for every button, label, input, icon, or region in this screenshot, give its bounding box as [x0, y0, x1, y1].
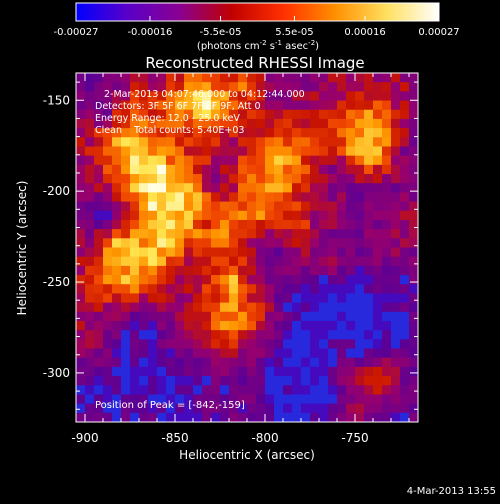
colorbar-unit-label: (photons cm-2 s-1 asec-2)	[197, 39, 319, 52]
x-tick-label: -850	[161, 431, 188, 445]
y-axis-label: Heliocentric Y (arcsec)	[15, 181, 29, 316]
x-tick-label: -900	[71, 431, 98, 445]
annotation-time-range: 2-Mar-2013 04:07:46.000 to 04:12:44.000	[104, 89, 305, 100]
annotation-detectors: Detectors: 3F 5F 6F 7F 8F 9F, Att 0	[95, 101, 261, 112]
axis-ticks: -900 -850 -800 -750 -150 -200 -250 -300	[43, 73, 418, 445]
y-tick-label: -200	[43, 184, 70, 198]
colorbar-tick-label: 0.00016	[344, 27, 385, 38]
image-area	[76, 73, 418, 422]
annotation-clean-counts: Clean Total counts: 5.40E+03	[95, 125, 244, 136]
x-tick-label: -800	[251, 431, 278, 445]
colorbar-tick-label: -0.00027	[54, 27, 99, 38]
colorbar-tick-label: 0.00027	[418, 27, 459, 38]
y-tick-label: -300	[43, 366, 70, 380]
annotation-energy-range: Energy Range: 12.0 - 25.0 keV	[95, 113, 240, 124]
x-tick-label: -750	[341, 431, 368, 445]
colorbar-ticks: -0.00027 -0.00016 -5.5e-05 5.5e-05 0.00016 0.…	[54, 16, 460, 38]
footer-timestamp: 4-Mar-2013 13:55	[407, 486, 496, 497]
annotations: 2-Mar-2013 04:07:46.000 to 04:12:44.000 …	[95, 89, 305, 411]
peak-position-label: Position of Peak = [-842,-159]	[95, 400, 245, 411]
y-tick-label: -150	[43, 93, 70, 107]
colorbar-tick-label: -5.5e-05	[200, 27, 242, 38]
colorbar-fill	[75, 2, 440, 22]
colorbar-tick-label: 5.5e-05	[275, 27, 313, 38]
y-tick-label: -250	[43, 275, 70, 289]
colorbar: -0.00027 -0.00016 -5.5e-05 5.5e-05 0.00016 0.…	[54, 2, 460, 52]
x-axis-label: Heliocentric X (arcsec)	[179, 448, 315, 462]
colorbar-tick-label: -0.00016	[127, 27, 172, 38]
chart-title: Reconstructed RHESSI Image	[145, 54, 364, 72]
heatmap-pixels	[76, 73, 418, 422]
